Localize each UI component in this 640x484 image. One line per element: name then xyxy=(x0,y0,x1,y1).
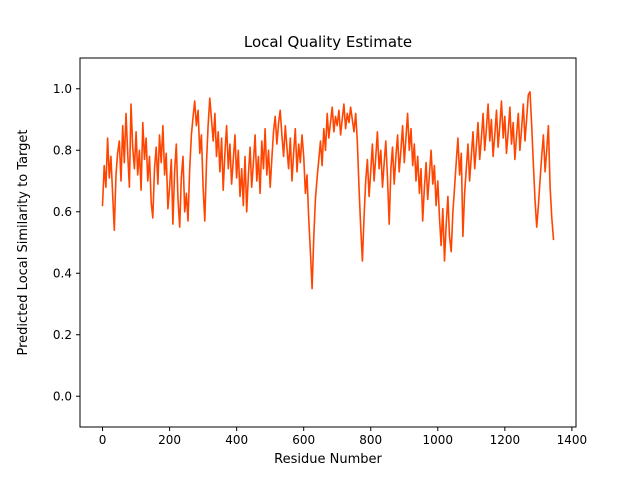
x-tick-label: 0 xyxy=(99,433,107,447)
x-tick-label: 600 xyxy=(292,433,315,447)
y-tick-label: 0.4 xyxy=(53,266,72,280)
x-tick-label: 1200 xyxy=(490,433,521,447)
y-tick-label: 0.6 xyxy=(53,205,72,219)
x-tick-label: 400 xyxy=(225,433,248,447)
axes-spines xyxy=(79,57,577,428)
x-axis-label: Residue Number xyxy=(274,452,382,467)
y-tick-label: 0.8 xyxy=(53,143,72,157)
x-tick-label: 800 xyxy=(359,433,382,447)
quality-line-series xyxy=(101,91,555,290)
x-tick-label: 1000 xyxy=(423,433,454,447)
y-tick-label: 0.2 xyxy=(53,328,72,342)
y-tick-label: 0.0 xyxy=(53,389,72,403)
chart-title: Local Quality Estimate xyxy=(244,33,412,51)
y-axis-label: Predicted Local Similarity to Target xyxy=(16,130,31,356)
x-tick-label: 1400 xyxy=(557,433,588,447)
y-tick-label: 1.0 xyxy=(53,82,72,96)
x-tick-label: 200 xyxy=(158,433,181,447)
